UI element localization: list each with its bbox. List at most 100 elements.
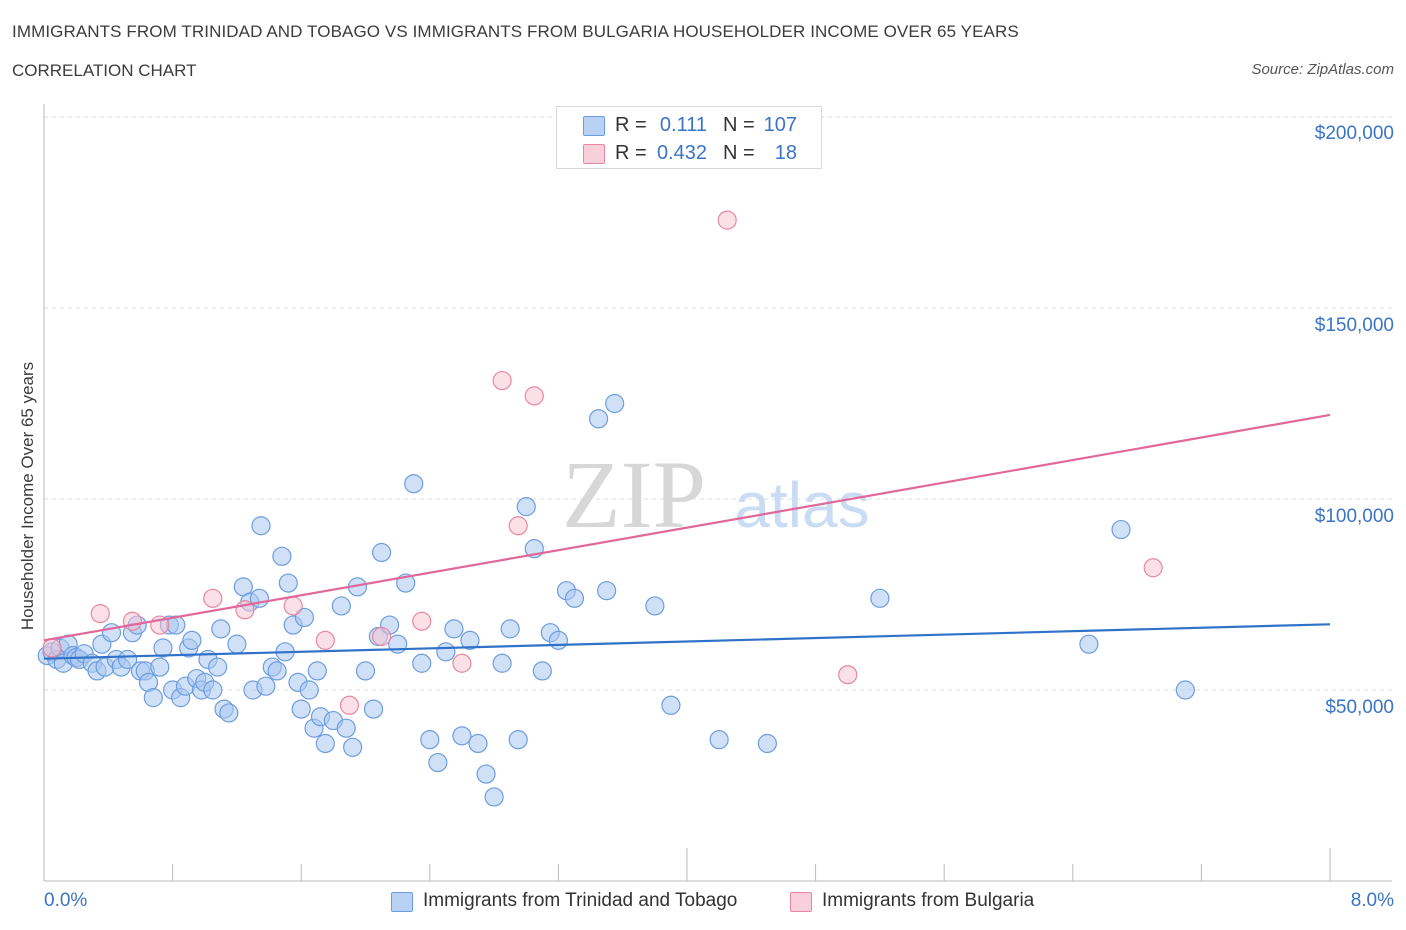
data-point-trinidad xyxy=(436,642,456,662)
data-point-bulgaria xyxy=(412,611,432,631)
legend-r-label: R = xyxy=(615,142,647,164)
data-point-trinidad xyxy=(532,661,552,681)
data-point-trinidad xyxy=(150,657,170,677)
data-point-trinidad xyxy=(428,752,448,773)
data-point-trinidad xyxy=(291,699,311,719)
x-tick-label-min: 0.0% xyxy=(44,890,88,911)
data-point-trinidad xyxy=(182,630,202,650)
data-point-trinidad xyxy=(363,699,384,719)
data-point-trinidad xyxy=(508,730,528,750)
data-point-trinidad xyxy=(143,688,163,708)
data-point-trinidad xyxy=(468,733,488,754)
data-point-bulgaria xyxy=(90,603,110,624)
legend-swatch-blue xyxy=(583,116,605,136)
data-point-trinidad xyxy=(444,619,464,639)
trend-line-trinidad xyxy=(43,623,1331,660)
data-point-trinidad xyxy=(516,497,536,517)
legend-n-value: 107 xyxy=(763,114,797,136)
data-point-trinidad xyxy=(484,787,504,807)
data-point-trinidad xyxy=(1175,680,1195,700)
data-point-trinidad xyxy=(476,764,496,784)
data-point-bulgaria xyxy=(315,630,335,650)
data-point-trinidad xyxy=(412,653,432,673)
data-point-trinidad xyxy=(460,630,480,650)
legend-r-label: R = xyxy=(615,114,647,136)
data-point-trinidad xyxy=(267,661,287,681)
series-legend: Immigrants from Trinidad and Tobago Immi… xyxy=(0,890,1406,916)
data-point-trinidad xyxy=(219,703,239,723)
legend-swatch-pink xyxy=(583,144,605,164)
data-point-trinidad xyxy=(404,474,424,494)
data-point-trinidad xyxy=(492,653,512,673)
source-label: Source: ZipAtlas.com xyxy=(1251,61,1394,78)
trend-line-bulgaria xyxy=(43,413,1331,642)
y-tick-label-200k: $200,000 xyxy=(1314,123,1394,144)
data-point-trinidad xyxy=(757,733,777,754)
watermark-zip: ZIP xyxy=(562,441,706,548)
chart-subtitle: CORRELATION CHART xyxy=(12,61,197,80)
chart-title: IMMIGRANTS FROM TRINIDAD AND TOBAGO VS I… xyxy=(12,22,1019,41)
data-point-trinidad xyxy=(336,718,356,738)
legend-label-bulgaria: Immigrants from Bulgaria xyxy=(822,890,1035,911)
data-point-trinidad xyxy=(331,596,351,616)
data-point-bulgaria xyxy=(524,386,544,406)
data-point-trinidad xyxy=(117,649,138,670)
legend-r-value: 0.432 xyxy=(656,142,707,164)
y-tick-label-150k: $150,000 xyxy=(1314,315,1394,336)
data-point-trinidad xyxy=(548,630,569,650)
y-tick-label-50k: $50,000 xyxy=(1325,697,1394,718)
data-point-trinidad xyxy=(278,573,298,593)
data-point-trinidad xyxy=(1079,634,1099,654)
data-point-trinidad xyxy=(870,588,890,608)
data-point-bulgaria xyxy=(122,611,143,631)
data-point-trinidad xyxy=(420,730,440,750)
stats-legend: R = 0.111 N = 107 R = 0.432 N = 18 xyxy=(556,106,822,169)
data-point-trinidad xyxy=(1111,519,1131,540)
data-point-bulgaria xyxy=(42,638,62,658)
data-point-trinidad xyxy=(299,680,319,700)
y-axis-label: Householder Income Over 65 years xyxy=(18,361,37,631)
data-point-trinidad xyxy=(661,695,681,715)
data-point-trinidad xyxy=(605,393,625,414)
data-point-trinidad xyxy=(343,737,363,757)
data-point-trinidad xyxy=(272,546,292,566)
axes xyxy=(43,104,1392,882)
data-point-bulgaria xyxy=(371,626,392,647)
data-point-trinidad xyxy=(709,730,729,750)
legend-swatch-blue xyxy=(391,892,413,912)
data-point-trinidad xyxy=(307,661,327,681)
data-point-trinidad xyxy=(256,676,276,696)
legend-r-value: 0.111 xyxy=(659,114,707,136)
data-point-bulgaria xyxy=(1143,558,1163,578)
data-point-bulgaria xyxy=(508,516,528,536)
data-point-trinidad xyxy=(315,733,335,754)
legend-row-bulgaria: R = 0.432 N = 18 xyxy=(557,139,821,167)
data-point-bulgaria xyxy=(203,588,223,608)
data-point-trinidad xyxy=(208,657,228,677)
data-point-bulgaria xyxy=(452,653,472,673)
data-point-trinidad xyxy=(500,619,520,639)
data-point-trinidad xyxy=(251,516,271,536)
data-point-bulgaria xyxy=(339,695,360,715)
data-point-bulgaria xyxy=(492,370,512,391)
legend-n-value: 18 xyxy=(774,142,797,164)
data-point-trinidad xyxy=(597,581,617,601)
data-point-bulgaria xyxy=(838,665,858,685)
data-point-trinidad xyxy=(452,726,472,746)
legend-row-trinidad: R = 0.111 N = 107 xyxy=(557,111,821,139)
watermark-atlas: atlas xyxy=(734,469,869,541)
data-point-trinidad xyxy=(211,619,231,639)
data-point-trinidad xyxy=(588,409,609,429)
data-point-bulgaria xyxy=(283,596,303,616)
data-point-bulgaria xyxy=(717,210,737,230)
y-tick-label-100k: $100,000 xyxy=(1314,506,1394,527)
legend-swatch-pink xyxy=(790,892,812,912)
data-point-trinidad xyxy=(153,638,173,658)
legend-n-label: N = xyxy=(723,114,755,136)
data-point-trinidad xyxy=(645,596,665,616)
x-tick-label-max: 8.0% xyxy=(1350,890,1394,911)
legend-n-label: N = xyxy=(723,142,755,164)
data-point-trinidad xyxy=(371,542,392,563)
data-point-trinidad xyxy=(355,661,376,681)
